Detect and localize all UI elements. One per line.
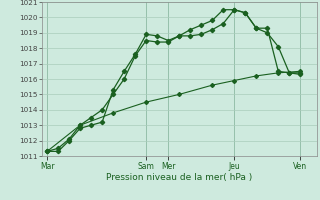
X-axis label: Pression niveau de la mer( hPa ): Pression niveau de la mer( hPa ) [106, 173, 252, 182]
